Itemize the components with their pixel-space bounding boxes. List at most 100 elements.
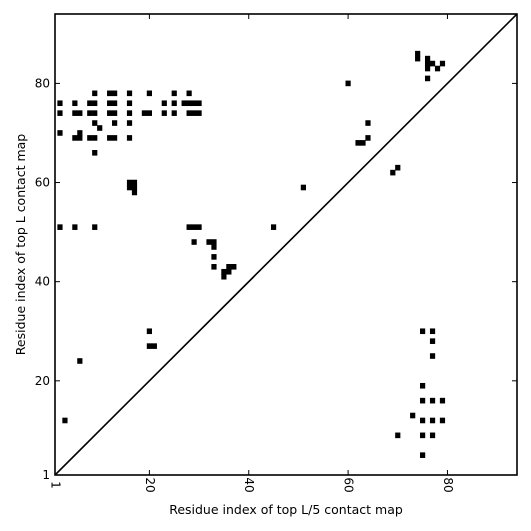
contact-point-upper-36	[126, 179, 133, 186]
y-tick-label-3: 60	[35, 176, 50, 190]
contact-point-upper-51	[186, 100, 192, 107]
contact-point-upper-26	[112, 90, 118, 97]
axis-ticks: 1 20 40 60 80 1 20 40 60 80	[35, 14, 517, 493]
contact-point-upper-77	[365, 135, 371, 141]
contact-point-upper-23	[107, 100, 113, 107]
x-tick-label-2: 40	[242, 477, 256, 492]
contact-point-upper-80	[415, 50, 421, 57]
contact-point-upper-73	[345, 80, 351, 87]
contact-point-upper-5	[72, 110, 78, 116]
contact-point-lower-20	[439, 417, 446, 424]
contact-point-upper-70	[231, 264, 237, 270]
contact-point-upper-29	[112, 120, 118, 126]
contact-point-lower-6	[410, 412, 416, 419]
contact-point-upper-76	[365, 120, 371, 126]
contact-point-lower-9	[420, 397, 426, 404]
contact-point-upper-17	[92, 120, 98, 126]
contact-point-upper-57	[191, 239, 197, 245]
contact-point-upper-85	[424, 75, 431, 82]
diagonal-line	[54, 13, 518, 476]
contact-point-upper-46	[171, 90, 177, 97]
contact-point-upper-31	[126, 90, 133, 97]
contact-point-upper-11	[87, 100, 93, 107]
contact-point-upper-6	[72, 135, 78, 141]
contact-point-upper-53	[186, 224, 192, 230]
contact-point-upper-1	[57, 110, 63, 116]
contact-point-upper-59	[196, 110, 202, 116]
contact-point-upper-55	[191, 110, 197, 116]
contact-point-upper-79	[395, 164, 401, 171]
contact-point-upper-40	[131, 189, 138, 196]
contact-point-upper-81	[415, 55, 421, 62]
contact-point-upper-35	[126, 135, 133, 141]
contact-point-upper-71	[270, 224, 277, 230]
x-axis-label: Residue index of top L/5 contact map	[169, 502, 403, 517]
contact-point-upper-24	[107, 110, 113, 116]
contact-point-upper-21	[97, 125, 103, 131]
contact-point-lower-11	[420, 432, 426, 439]
plot-area	[57, 50, 446, 458]
contact-point-lower-7	[420, 328, 426, 335]
contact-point-upper-72	[300, 184, 306, 191]
contact-point-upper-83	[424, 60, 431, 67]
contact-point-upper-32	[126, 100, 133, 107]
contact-point-upper-27	[112, 100, 118, 107]
contact-point-lower-8	[420, 382, 426, 389]
y-tick-label-0: 1	[42, 468, 50, 482]
contact-point-lower-0	[62, 417, 68, 424]
contact-point-upper-13	[87, 135, 93, 141]
contact-point-upper-49	[181, 100, 187, 107]
y-tick-label-4: 80	[35, 76, 50, 90]
contact-point-upper-2	[57, 130, 63, 136]
contact-point-upper-22	[107, 90, 113, 97]
contact-point-upper-15	[92, 100, 98, 107]
contact-point-lower-19	[439, 397, 446, 404]
contact-point-upper-58	[196, 100, 202, 107]
contact-point-upper-54	[191, 100, 197, 107]
contact-point-upper-43	[146, 110, 152, 116]
contact-point-upper-63	[211, 244, 217, 250]
contact-point-upper-69	[226, 268, 232, 275]
contact-point-upper-42	[146, 90, 152, 97]
y-tick-label-2: 40	[35, 275, 50, 289]
contact-point-lower-5	[395, 432, 401, 439]
contact-point-upper-7	[72, 224, 78, 230]
contact-point-upper-41	[141, 110, 148, 116]
contact-point-lower-10	[420, 417, 426, 424]
y-axis-label: Residue index of top L contact map	[13, 134, 28, 355]
contact-point-upper-47	[171, 100, 177, 107]
contact-point-upper-38	[131, 179, 138, 186]
contact-point-upper-61	[206, 239, 212, 245]
contact-point-upper-67	[221, 273, 227, 280]
contact-point-upper-68	[226, 264, 232, 270]
contact-point-upper-8	[77, 110, 83, 116]
contact-point-upper-10	[77, 135, 83, 141]
contact-point-lower-2	[146, 328, 152, 335]
contact-point-upper-45	[161, 110, 167, 116]
contact-point-upper-0	[57, 100, 63, 107]
contact-point-lower-4	[151, 343, 157, 349]
contact-point-upper-86	[429, 60, 436, 67]
contact-point-upper-14	[92, 90, 98, 97]
contact-point-upper-44	[161, 100, 167, 107]
contact-point-upper-20	[92, 224, 98, 230]
contact-point-upper-74	[355, 140, 361, 146]
contact-point-upper-19	[92, 150, 98, 156]
plot-frame	[54, 13, 518, 476]
contact-point-upper-88	[439, 60, 446, 67]
contact-point-upper-12	[87, 110, 93, 116]
contact-point-upper-66	[221, 268, 227, 275]
contact-point-upper-37	[126, 184, 133, 191]
x-tick-label-1: 20	[143, 477, 157, 492]
contact-point-upper-78	[390, 169, 396, 176]
contact-point-lower-15	[429, 353, 436, 359]
contact-point-upper-60	[196, 224, 202, 230]
x-tick-label-0: 1	[49, 481, 63, 489]
contact-point-upper-39	[131, 184, 138, 191]
contact-point-upper-52	[186, 110, 192, 116]
contact-point-upper-4	[72, 100, 78, 107]
contact-point-upper-30	[112, 135, 118, 141]
contact-point-lower-12	[420, 452, 426, 458]
contact-point-upper-9	[77, 130, 83, 136]
